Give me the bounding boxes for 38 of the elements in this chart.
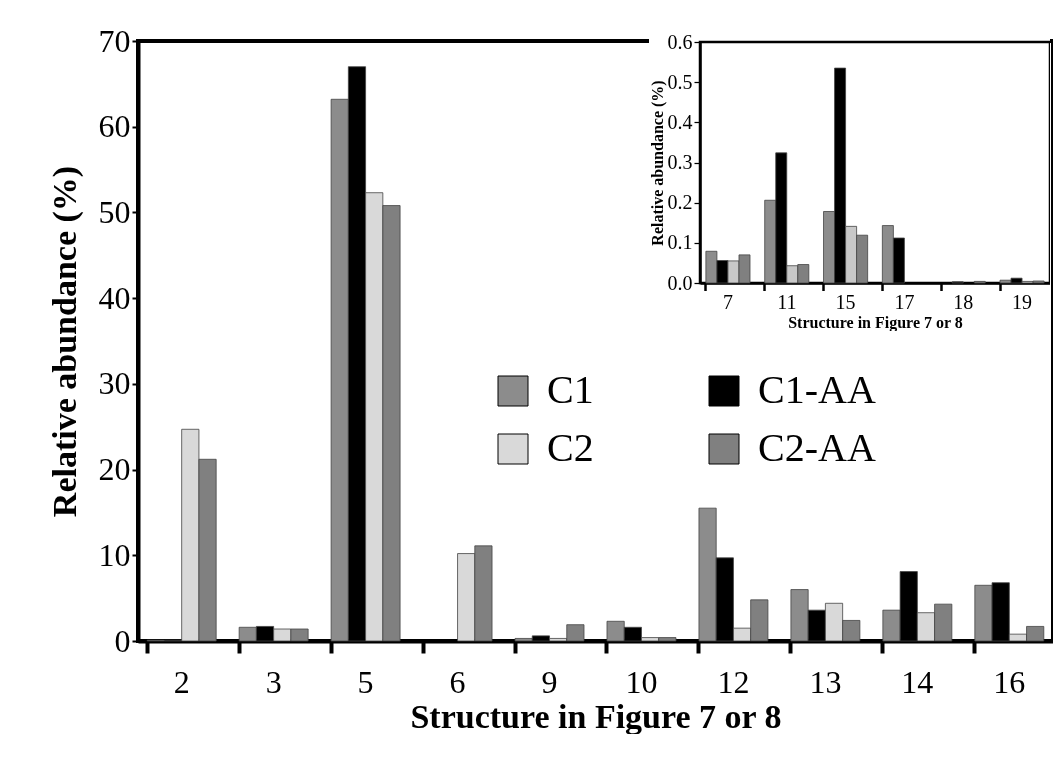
y-tick-label: 0.4: [667, 110, 693, 133]
x-tick-label: 11: [777, 291, 797, 313]
y-tick-label: 0.2: [667, 191, 693, 214]
x-tick-label: 15: [835, 291, 856, 313]
y-tick-label: 60: [98, 108, 131, 145]
y-tick-label: 0: [114, 622, 131, 659]
x-tick-label: 6: [449, 663, 466, 700]
x-tick-label: 10: [625, 663, 658, 700]
x-tick-label: 7: [722, 291, 733, 313]
y-axis-title: Relative abundance (%): [648, 80, 667, 246]
x-tick-label: 18: [953, 291, 974, 313]
x-tick-label: 16: [993, 663, 1026, 700]
x-tick-label: 14: [901, 663, 934, 700]
y-tick-label: 10: [98, 536, 131, 573]
x-axis-title: Structure in Figure 7 or 8: [788, 314, 963, 332]
y-tick-label: 50: [98, 193, 131, 230]
x-tick-label: 9: [541, 663, 558, 700]
legend-label: C1: [547, 367, 594, 412]
legend-label: C2-AA: [758, 425, 876, 470]
y-tick-label: 0.1: [667, 231, 693, 254]
x-tick-label: 17: [894, 291, 915, 313]
y-tick-label: 0.6: [667, 30, 693, 53]
y-axis-title: Relative abundance (%): [45, 165, 84, 518]
x-tick-label: 2: [173, 663, 190, 700]
y-tick-label: 0.0: [667, 271, 693, 294]
x-tick-label: 5: [357, 663, 374, 700]
legend-label: C2: [547, 425, 594, 470]
x-tick-label: 3: [265, 663, 282, 700]
x-tick-label: 13: [809, 663, 842, 700]
legend-label: C1-AA: [758, 367, 876, 412]
y-tick-label: 30: [98, 365, 131, 402]
y-tick-label: 20: [98, 451, 131, 488]
y-tick-label: 70: [98, 22, 131, 59]
y-tick-label: 40: [98, 279, 131, 316]
x-tick-label: 19: [1012, 291, 1033, 313]
x-tick-label: 12: [717, 663, 750, 700]
y-tick-label: 0.5: [667, 70, 693, 93]
y-tick-label: 0.3: [667, 151, 693, 173]
